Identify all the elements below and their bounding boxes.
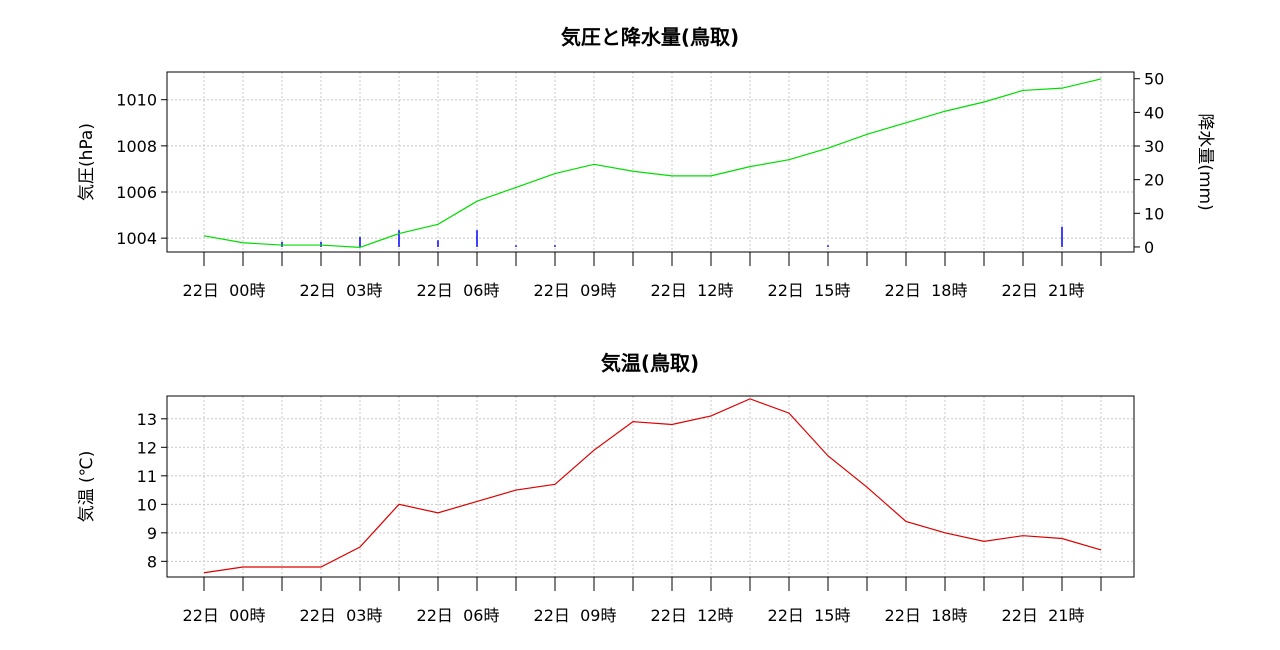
temperature-plot: 8 9 10 11 12 13 気温 (℃) 22日 00時 22日 03時 22日 06時 22日…: [77, 395, 1135, 625]
right-axis-tick-label: 10: [1144, 204, 1164, 223]
x-axis-tick-label: 22日 12時: [651, 281, 734, 300]
x-axis-tick-label: 22日 00時: [183, 281, 266, 300]
right-axis-tick-label: 50: [1144, 70, 1164, 89]
pressure-precip-plot: 0 10 20 30 40 50 降水量(mm) 1004 1006 1008 1010 気圧(hPa…: [77, 70, 1215, 300]
x-axis-tick-label: 22日 18時: [885, 606, 968, 625]
x-axis-tick-label: 22日 03時: [300, 281, 383, 300]
x-axis-tick-label: 22日 12時: [651, 606, 734, 625]
x-axis-tick-label: 22日 09時: [534, 281, 617, 300]
left-axis-tick-label: 1008: [116, 137, 157, 156]
left-axis-label: 気温 (℃): [77, 451, 97, 523]
x-axis-tick-label: 22日 15時: [768, 606, 851, 625]
left-axis-tick-label: 11: [137, 467, 157, 486]
pressure-chart-title: 気圧と降水量(鳥取): [561, 25, 739, 49]
x-axis-tick-label: 22日 21時: [1002, 281, 1085, 300]
temperature-chart-title: 気温(鳥取): [601, 351, 699, 375]
right-axis-tick-label: 40: [1144, 103, 1164, 122]
x-axis-tick-label: 22日 15時: [768, 281, 851, 300]
left-axis-tick-label: 12: [137, 438, 157, 457]
x-axis-tick-label: 22日 09時: [534, 606, 617, 625]
left-axis-tick-label: 1004: [116, 229, 157, 248]
left-axis-tick-label: 13: [137, 410, 157, 429]
plot-frame: [166, 395, 1135, 578]
right-axis-label: 降水量(mm): [1195, 113, 1215, 210]
left-axis-label: 気圧(hPa): [77, 123, 97, 201]
left-axis-tick-label: 8: [147, 552, 157, 571]
left-axis-tick-label: 1010: [116, 91, 157, 110]
x-axis-tick-label: 22日 06時: [417, 281, 500, 300]
left-axis-tick-label: 1006: [116, 183, 157, 202]
pressure-line: [203, 78, 1102, 248]
right-axis-tick-label: 20: [1144, 171, 1164, 190]
x-axis-tick-label: 22日 06時: [417, 606, 500, 625]
right-axis-tick-label: 0: [1144, 238, 1154, 257]
left-axis-tick-label: 9: [147, 524, 157, 543]
temperature-line: [203, 398, 1102, 574]
x-axis-tick-label: 22日 00時: [183, 606, 266, 625]
x-axis-tick-label: 22日 18時: [885, 281, 968, 300]
x-axis-tick-label: 22日 03時: [300, 606, 383, 625]
plot-frame: [166, 71, 1135, 253]
right-axis-tick-label: 30: [1144, 137, 1164, 156]
left-axis-tick-label: 10: [137, 495, 157, 514]
x-axis-tick-label: 22日 21時: [1002, 606, 1085, 625]
